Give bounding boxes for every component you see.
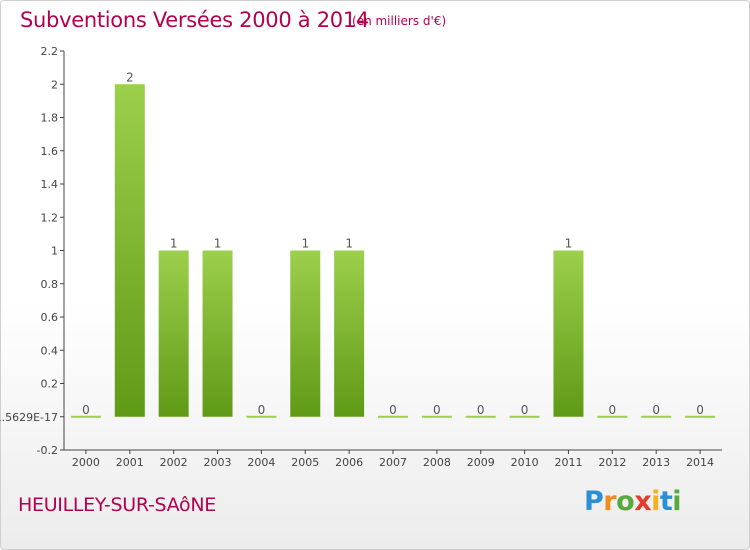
y-tick-label: 1 bbox=[51, 245, 58, 258]
chart-subtitle: (en milliers d'€) bbox=[352, 14, 447, 28]
x-tick-label: 2008 bbox=[423, 456, 451, 469]
data-label: 0 bbox=[258, 403, 266, 417]
y-tick-label: 1.6 bbox=[41, 145, 59, 158]
x-tick-label: 2009 bbox=[467, 456, 495, 469]
y-tick-label: 0.6 bbox=[41, 311, 59, 324]
x-tick-label: 2000 bbox=[72, 456, 100, 469]
data-label: 0 bbox=[609, 403, 617, 417]
y-tick-label: 2 bbox=[51, 78, 58, 91]
y-axis: 2.2 2 1.8 1.6 1.4 1.2 1 0.8 0.6 0.4 0.2 -1.5629E-17… bbox=[0, 45, 65, 457]
x-tick-label: 2003 bbox=[204, 456, 232, 469]
x-tick-label: 2006 bbox=[335, 456, 363, 469]
data-label: 0 bbox=[696, 403, 704, 417]
bar bbox=[202, 250, 233, 417]
proxiti-logo[interactable]: Proxiti bbox=[584, 486, 682, 517]
y-tick-label: 2.2 bbox=[41, 45, 59, 58]
data-label: 0 bbox=[389, 403, 397, 417]
x-tick-label: 2011 bbox=[554, 456, 582, 469]
y-tick-label: 1.4 bbox=[41, 178, 59, 191]
logo-letter: o bbox=[616, 486, 635, 517]
bar bbox=[158, 250, 189, 417]
x-tick-label: 2010 bbox=[511, 456, 539, 469]
y-tick-label: 0.4 bbox=[41, 344, 59, 357]
y-tick-label: 1.2 bbox=[41, 211, 59, 224]
x-tick-label: 2005 bbox=[291, 456, 319, 469]
bars bbox=[70, 84, 716, 418]
y-tick-label: 1.8 bbox=[41, 112, 59, 125]
bar bbox=[70, 415, 101, 418]
y-tick-label: 0.2 bbox=[41, 378, 59, 391]
x-tick-label: 2014 bbox=[686, 456, 714, 469]
logo-letter: i bbox=[672, 486, 682, 517]
bar bbox=[421, 415, 452, 418]
x-tick-label: 2004 bbox=[247, 456, 275, 469]
y-tick-label: -0.2 bbox=[37, 444, 58, 457]
data-labels: 0 2 1 1 0 1 1 0 0 0 0 1 0 0 0 bbox=[82, 70, 704, 417]
bar bbox=[378, 415, 408, 418]
commune-name: HEUILLEY-SUR-SAôNE bbox=[18, 494, 216, 516]
data-label: 0 bbox=[652, 403, 660, 417]
data-label: 1 bbox=[170, 237, 178, 251]
data-label: 1 bbox=[345, 237, 353, 251]
bar bbox=[685, 415, 716, 418]
data-label: 0 bbox=[477, 403, 485, 417]
logo-letter: P bbox=[584, 486, 604, 517]
data-label: 1 bbox=[301, 237, 309, 251]
x-tick-label: 2007 bbox=[379, 456, 407, 469]
data-label: 0 bbox=[82, 403, 90, 417]
data-label: 1 bbox=[565, 237, 573, 251]
x-tick-label: 2012 bbox=[598, 456, 626, 469]
bar bbox=[641, 415, 672, 418]
bar bbox=[290, 250, 321, 417]
data-label: 1 bbox=[214, 237, 222, 251]
x-tick-label: 2001 bbox=[116, 456, 144, 469]
bar bbox=[553, 250, 584, 417]
bar bbox=[246, 415, 277, 418]
data-label: 0 bbox=[521, 403, 529, 417]
bar bbox=[509, 415, 540, 418]
x-axis: 2000 2001 2002 2003 2004 2005 2006 2007 2008 2009… bbox=[64, 449, 722, 469]
bar bbox=[465, 415, 496, 418]
x-tick-label: 2002 bbox=[160, 456, 188, 469]
bar bbox=[114, 84, 145, 417]
logo-letter: x bbox=[634, 486, 652, 517]
data-label: 2 bbox=[126, 70, 134, 84]
bar bbox=[597, 415, 628, 418]
chart-title: Subventions Versées 2000 à 2014 bbox=[20, 8, 369, 32]
logo-letter: t bbox=[659, 486, 673, 517]
logo-letter: i bbox=[651, 486, 660, 517]
x-tick-label: 2013 bbox=[642, 456, 670, 469]
bar bbox=[334, 250, 365, 417]
logo-letter: r bbox=[603, 486, 617, 517]
y-tick-label: 0.8 bbox=[41, 278, 59, 291]
data-label: 0 bbox=[433, 403, 441, 417]
y-tick-label: -1.5629E-17 bbox=[0, 411, 58, 424]
